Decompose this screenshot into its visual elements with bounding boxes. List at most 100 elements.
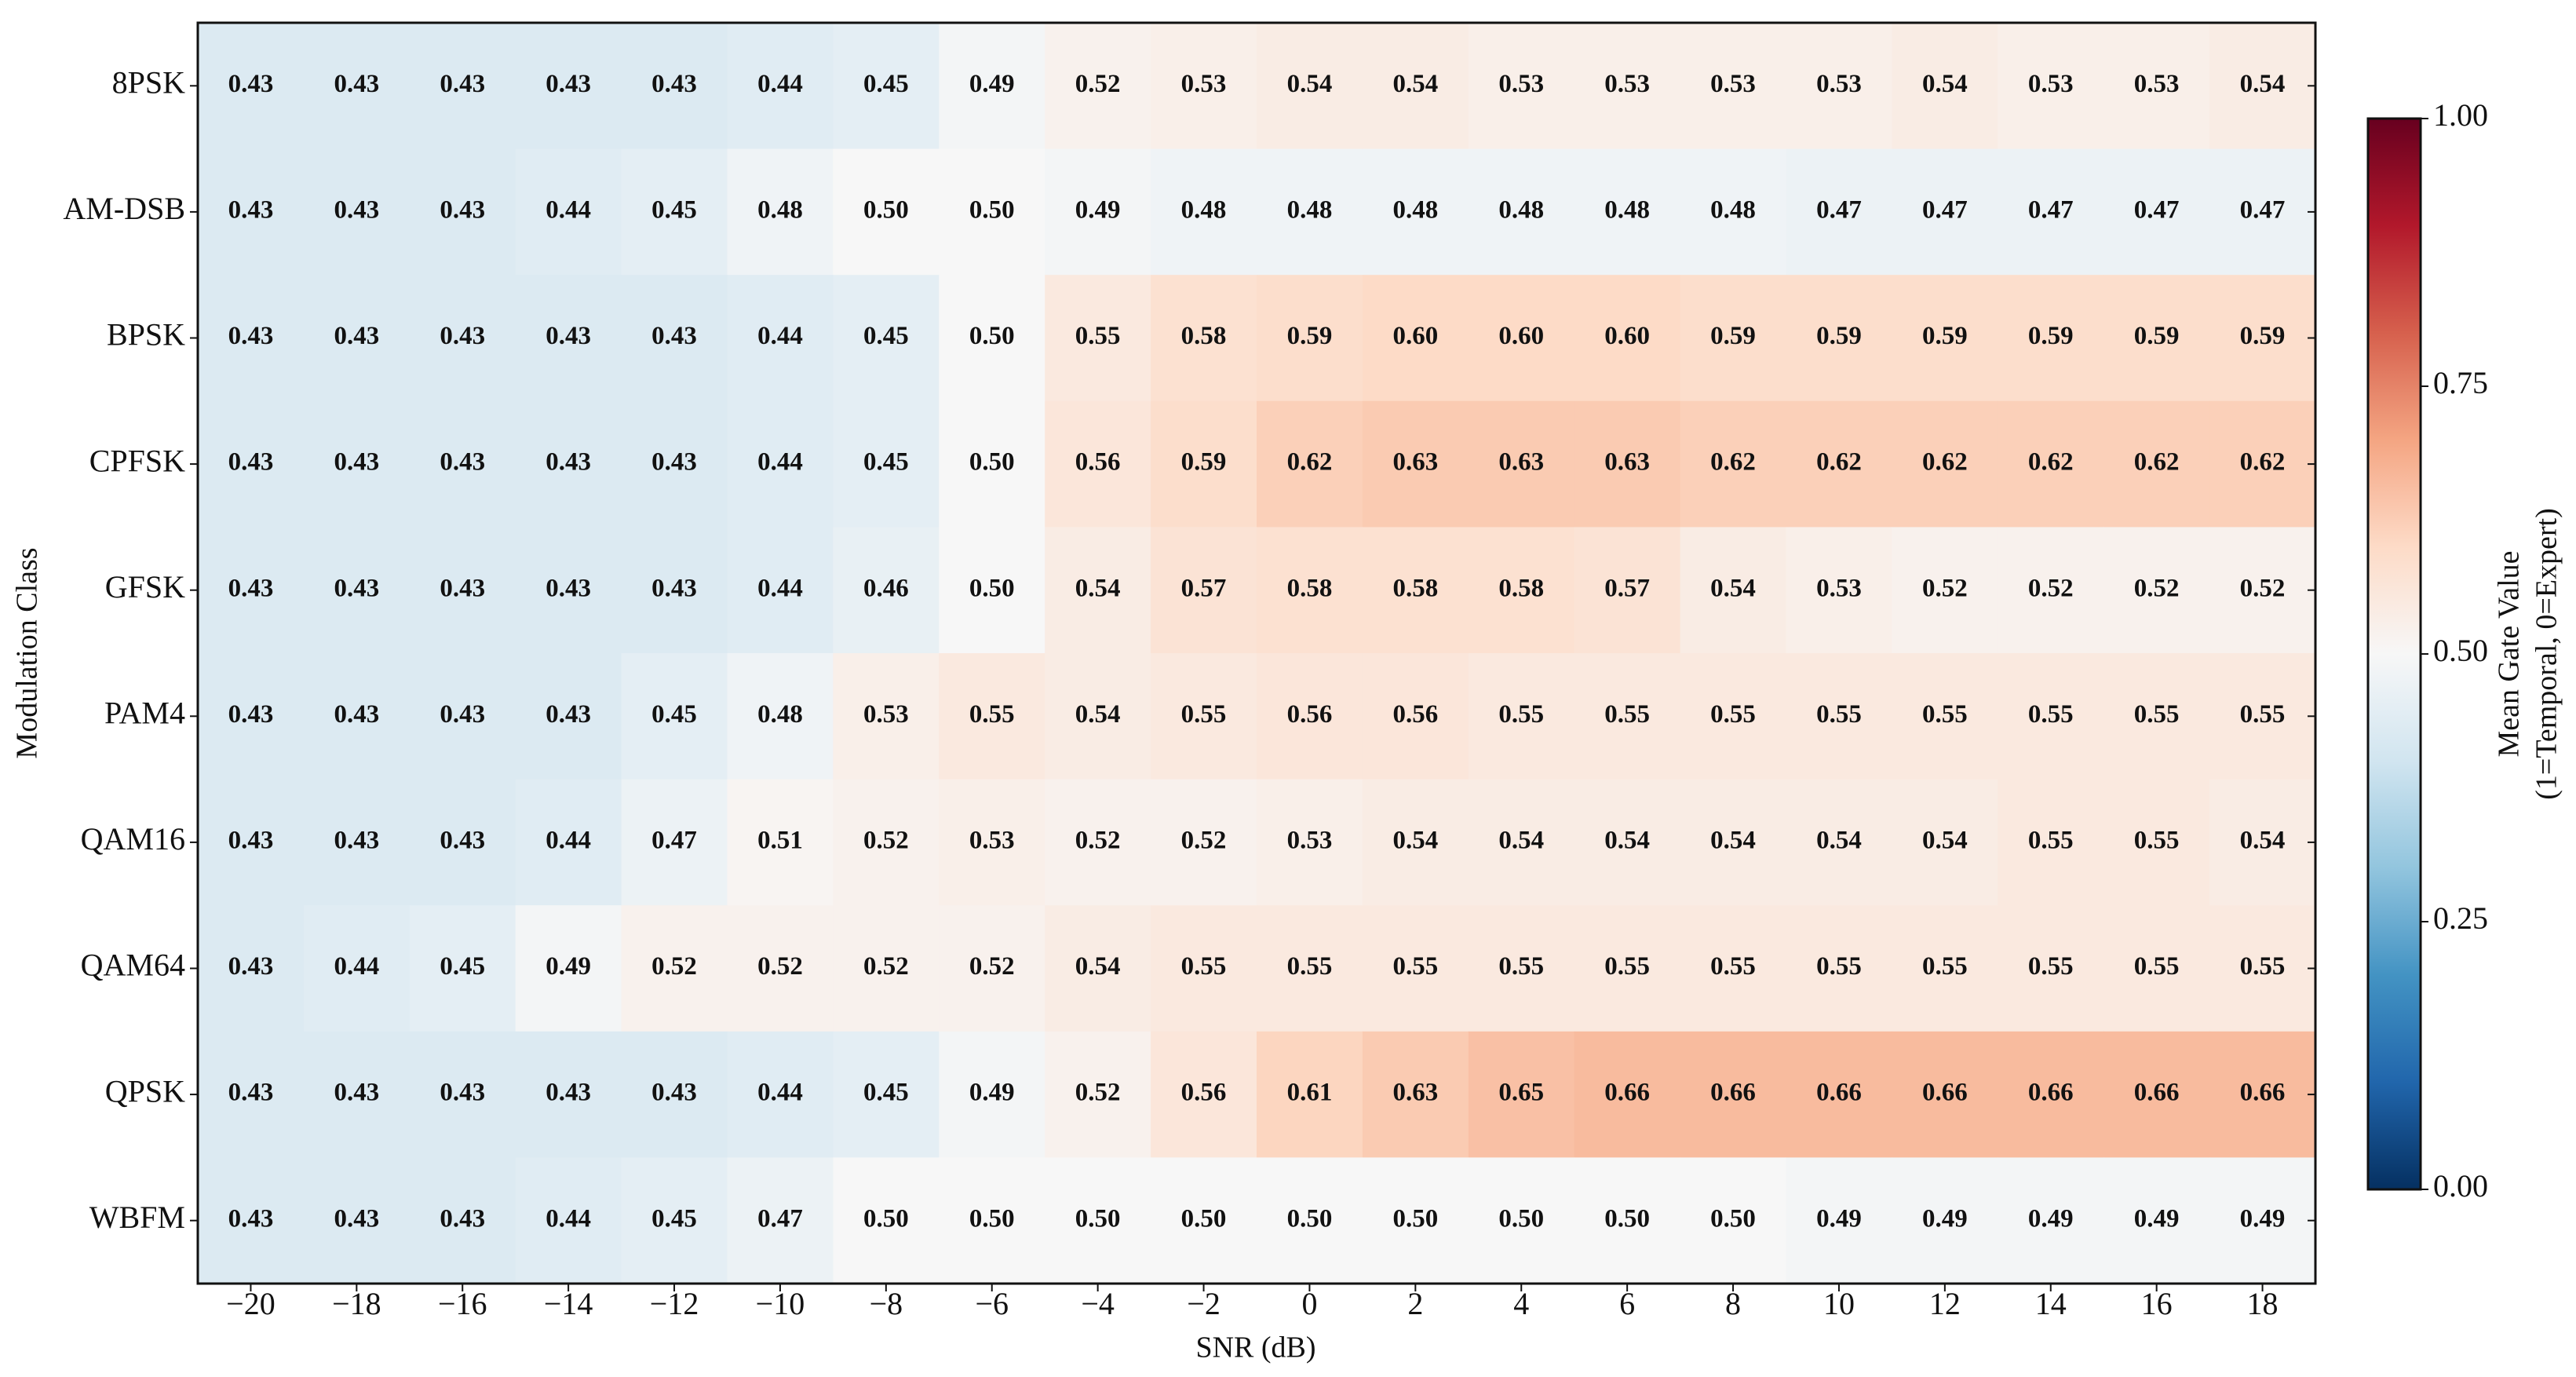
y-tick-label: QPSK [105, 1073, 185, 1109]
x-tick-label: −10 [756, 1286, 805, 1321]
cell-label: 0.54 [1392, 70, 1438, 98]
heatmap-cell [1257, 275, 1363, 402]
cell-label: 0.45 [651, 1204, 697, 1233]
x-tick-label: −12 [650, 1286, 699, 1321]
heatmap-cell [1574, 400, 1681, 528]
heatmap-cell [1892, 275, 1998, 402]
cell-label: 0.48 [1287, 195, 1333, 224]
cell-label: 0.63 [1392, 1079, 1438, 1107]
heatmap-cell [1680, 275, 1786, 402]
y-tick-label: QAM16 [81, 821, 185, 857]
plot-frame [196, 21, 2317, 1285]
heatmap-cell [833, 905, 940, 1032]
heatmap-cell [303, 1157, 410, 1284]
heatmap-cell [727, 653, 834, 780]
heatmap-cell [2103, 148, 2210, 276]
heatmap-cell [1151, 400, 1257, 528]
heatmap-cell [1574, 275, 1681, 402]
heatmap-cell [1362, 527, 1469, 654]
heatmap-cell [2103, 527, 2210, 654]
heatmap-cell [621, 1157, 728, 1284]
heatmap-cell [1468, 23, 1575, 150]
x-tick-label: 12 [1929, 1286, 1961, 1321]
heatmap-cell [303, 779, 410, 906]
cell-label: 0.52 [1181, 826, 1227, 854]
heatmap-cell [1362, 148, 1469, 276]
cell-label: 0.62 [2240, 448, 2286, 477]
cell-label: 0.43 [545, 700, 591, 729]
cell-label: 0.45 [651, 195, 697, 224]
heatmap-cell [409, 779, 516, 906]
heatmap-cell [2209, 905, 2316, 1032]
cell-label: 0.44 [545, 1204, 591, 1233]
cell-label: 0.48 [1710, 195, 1756, 224]
heatmap-cell [1468, 400, 1575, 528]
cell-label: 0.58 [1498, 574, 1544, 602]
heatmap-cell [1998, 779, 2104, 906]
cell-label: 0.53 [1816, 574, 1862, 602]
cell-label: 0.53 [969, 826, 1015, 854]
heatmap-cell [198, 653, 305, 780]
cell-label: 0.50 [1075, 1204, 1121, 1233]
heatmap-cell [198, 275, 305, 402]
cell-label: 0.49 [969, 1079, 1015, 1107]
heatmap-cell [727, 1031, 834, 1158]
cell-label: 0.52 [863, 952, 909, 981]
cell-label: 0.62 [1287, 448, 1333, 477]
heatmap-cell [1257, 400, 1363, 528]
heatmap-cell [1892, 1157, 1998, 1284]
cell-label: 0.43 [440, 700, 485, 729]
heatmap-cell [1362, 23, 1469, 150]
heatmap-cell [833, 275, 940, 402]
heatmap-cell [2209, 527, 2316, 654]
cell-label: 0.60 [1498, 322, 1544, 350]
cell-label: 0.50 [1392, 1204, 1438, 1233]
cell-label: 0.43 [228, 574, 274, 602]
cell-label: 0.60 [1392, 322, 1438, 350]
cell-label: 0.55 [2134, 826, 2180, 854]
heatmap-cell [1045, 148, 1151, 276]
cell-label: 0.55 [1181, 952, 1227, 981]
heatmap-cell [939, 23, 1045, 150]
heatmap-cell [727, 527, 834, 654]
heatmap-cell [2209, 653, 2316, 780]
cell-label: 0.59 [1816, 322, 1862, 350]
cell-label: 0.55 [969, 700, 1015, 729]
cell-label: 0.45 [863, 1079, 909, 1107]
cell-label: 0.55 [1816, 952, 1862, 981]
cell-label: 0.43 [440, 195, 485, 224]
heatmap-cell [1468, 275, 1575, 402]
heatmap-cell [1786, 148, 1892, 276]
heatmap-cell [1892, 527, 1998, 654]
heatmap-cell [1468, 527, 1575, 654]
cell-label: 0.50 [863, 1204, 909, 1233]
cell-label: 0.55 [1498, 700, 1544, 729]
cell-label: 0.58 [1181, 322, 1227, 350]
heatmap-cell [1786, 275, 1892, 402]
colorbar-label: Mean Gate Value [2493, 550, 2526, 757]
cell-label: 0.52 [1075, 70, 1121, 98]
cell-label: 0.60 [1604, 322, 1650, 350]
heatmap-cell [727, 779, 834, 906]
heatmap-cell [621, 653, 728, 780]
heatmap-cell [621, 148, 728, 276]
cell-label: 0.52 [2134, 574, 2180, 602]
x-tick-label: 18 [2247, 1286, 2279, 1321]
heatmap-cell [1045, 653, 1151, 780]
cell-label: 0.66 [1604, 1079, 1650, 1107]
heatmap-cell [303, 1031, 410, 1158]
heatmap-cell [1468, 779, 1575, 906]
cell-label: 0.56 [1181, 1079, 1227, 1107]
x-axis-label: SNR (dB) [1195, 1331, 1315, 1364]
cell-label: 0.66 [2240, 1079, 2286, 1107]
heatmap-cell [1892, 148, 1998, 276]
heatmap-cell [833, 23, 940, 150]
cell-label: 0.48 [757, 700, 803, 729]
cell-label: 0.54 [1922, 826, 1968, 854]
cell-label: 0.43 [440, 826, 485, 854]
heatmap-cell [1257, 527, 1363, 654]
heatmap-cell [621, 275, 728, 402]
heatmap-cell [2209, 400, 2316, 528]
heatmap-cell [1680, 1031, 1786, 1158]
heatmap-cell [1362, 400, 1469, 528]
